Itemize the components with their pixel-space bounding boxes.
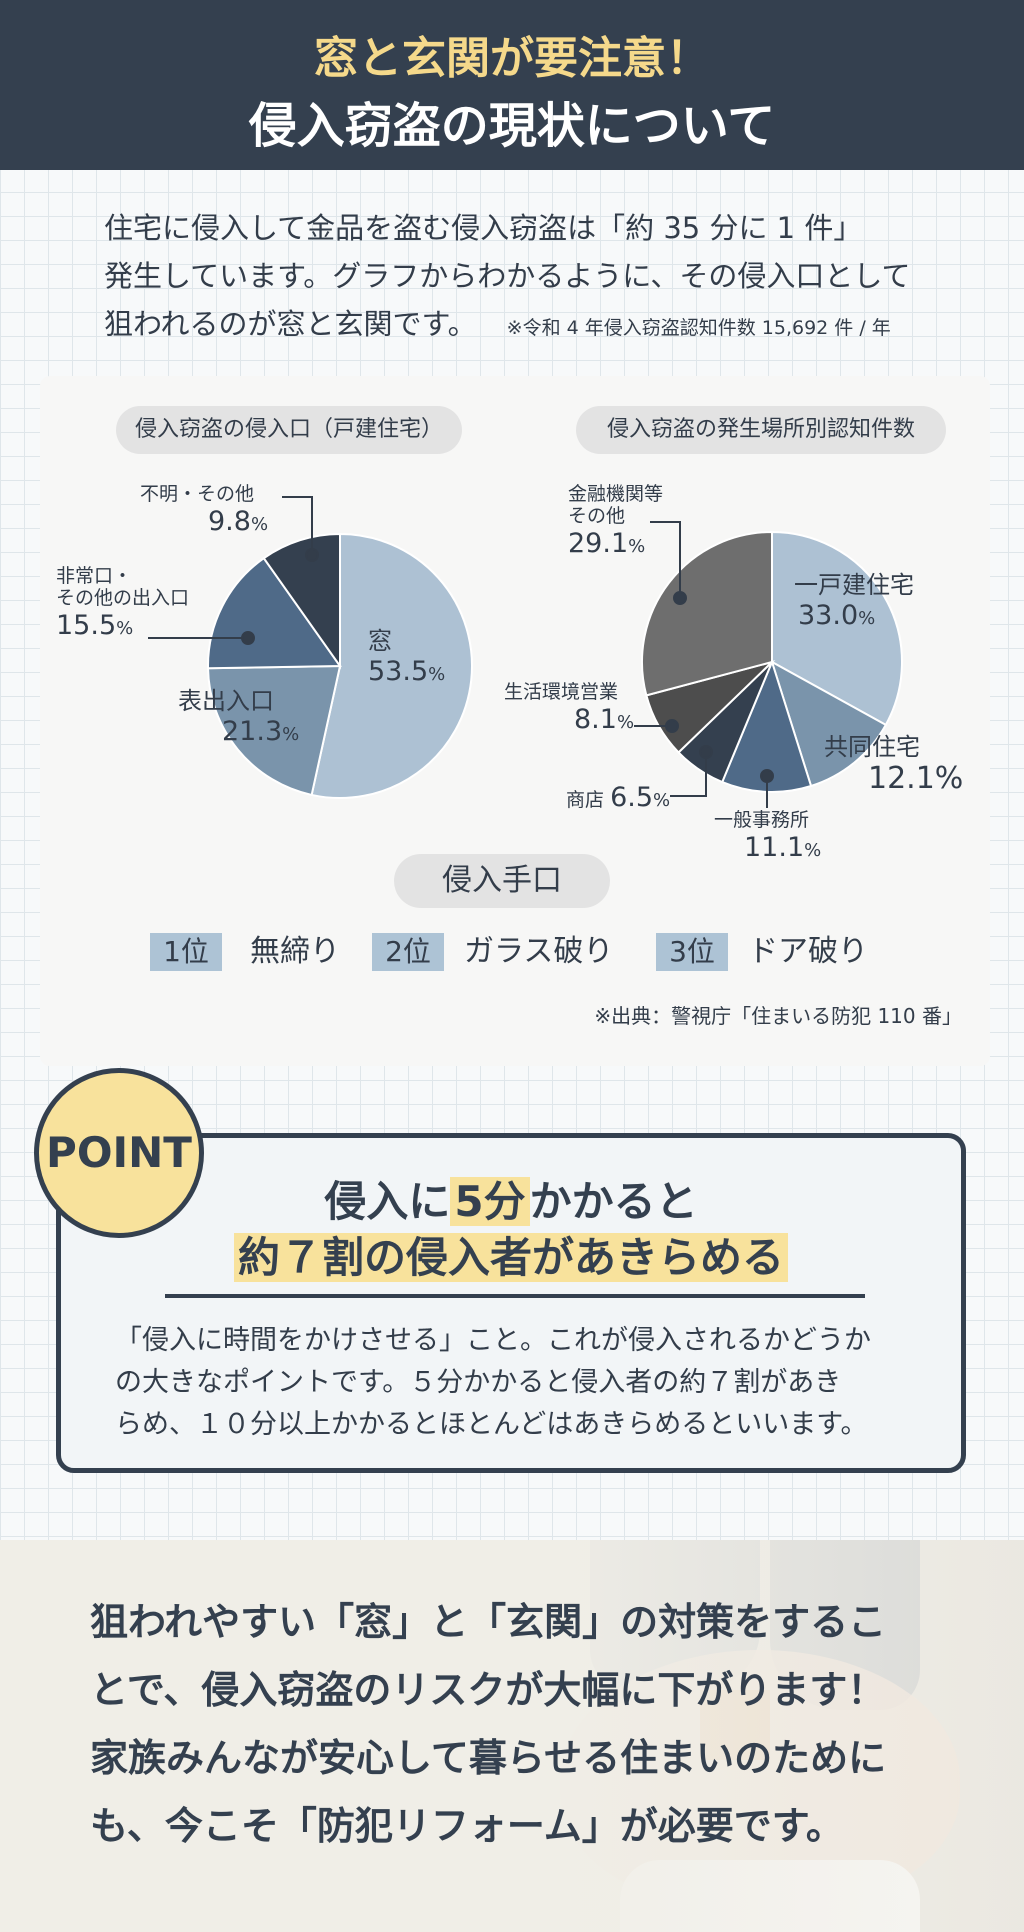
label-unknown-other: 不明・その他 9.8% [140, 483, 269, 537]
entry-pie-slice-2 [207, 556, 342, 670]
label-unknown-name: 不明・その他 [140, 483, 255, 505]
point-body: 「侵入に時間をかけさせる」こと。これが侵入されるかどうか の大きなポイントです。… [115, 1320, 925, 1446]
intro-line3: 狙われるのが窓と玄関です。 ※令和 4 年侵入窃盗認知件数 15,692 件 / … [104, 300, 964, 352]
intro-note: ※令和 4 年侵入窃盗認知件数 15,692 件 / 年 [506, 317, 891, 339]
label-emergency-line2: その他の出入口 [56, 586, 190, 609]
point-body-line2: の大きなポイントです。５分かかると侵入者の約７割があき [115, 1367, 842, 1398]
header-title-line1: 窓と玄関が要注意！ [314, 33, 710, 84]
chart-panel: 侵入窃盗の侵入口（戸建住宅） 侵入窃盗の発生場所別認知件数 窓 53.5% 表出… [40, 376, 990, 1066]
leader-dot-unknown [305, 548, 319, 562]
label-shop-name: 商店 [566, 789, 605, 811]
closing-line2: とで、侵入窃盗のリスクが大幅に下がります！ [90, 1668, 886, 1712]
closing-message: 狙われやすい「窓」と「玄関」の対策をするこ とで、侵入窃盗のリスクが大幅に下がり… [90, 1588, 990, 1860]
point-highlight-5min: 5分 [450, 1177, 530, 1226]
label-house-name: 一戸建住宅 [794, 571, 914, 599]
label-detached-house: 一戸建住宅 33.0% [794, 571, 914, 631]
leader-shop [670, 752, 707, 797]
entry-pie-slice-1 [207, 664, 342, 797]
label-finance-other: 金融機関等 その他 29.1% [568, 483, 664, 559]
methods-ranking: 1位 無締り 2位 ガラス破り 3位 ドア破り [40, 929, 990, 979]
point-highlight-70pct: 約７割の侵入者があきらめる [233, 1233, 788, 1282]
closing-section: 狙われやすい「窓」と「玄関」の対策をするこ とで、侵入窃盗のリスクが大幅に下がり… [0, 1540, 1024, 1932]
photo-overlay [0, 1540, 1024, 1932]
closing-line3: 家族みんなが安心して暮らせる住まいのために [90, 1736, 887, 1780]
leader-finance [650, 521, 681, 598]
leader-unknown [282, 496, 313, 555]
label-emergency-pct: 15.5% [56, 609, 134, 641]
point-headline-2: 約７割の侵入者があきらめる [61, 1224, 961, 1285]
point-badge: POINT [34, 1068, 204, 1238]
point-body-line1: 「侵入に時間をかけさせる」こと。これが侵入されるかどうか [115, 1325, 871, 1356]
label-finance-line2: その他 [568, 504, 626, 527]
right-chart-title: 侵入窃盗の発生場所別認知件数 [576, 406, 946, 454]
pie-charts-svg [148, 496, 903, 808]
intro-line1: 住宅に侵入して金品を盗む侵入窃盗は「約 35 分に 1 件」 [104, 211, 863, 245]
label-front-door-pct: 21.3% [222, 715, 300, 747]
closing-line4: も、今こそ「防犯リフォーム」が必要です。 [90, 1804, 844, 1848]
entry-pie-slice-3 [262, 532, 341, 670]
label-window-name: 窓 [368, 627, 392, 655]
label-unknown-pct: 9.8% [208, 505, 269, 537]
leader-lines [148, 496, 774, 808]
label-emergency-exit: 非常口・ その他の出入口 15.5% [56, 565, 190, 641]
rank-text-2: ガラス破り [464, 934, 614, 969]
leader-dot-emergency [241, 631, 255, 645]
label-front-door: 表出入口 21.3% [178, 687, 300, 747]
closing-line1: 狙われやすい「窓」と「玄関」の対策をするこ [90, 1600, 887, 1644]
methods-title: 侵入手口 [394, 854, 610, 908]
label-front-door-name: 表出入口 [178, 687, 274, 715]
label-finance-line1: 金融機関等 [568, 483, 664, 505]
label-office-name: 一般事務所 [714, 809, 810, 831]
point-box: 侵入に5分かかると 約７割の侵入者があきらめる 「侵入に時間をかけさせる」こと。… [56, 1133, 966, 1473]
label-emergency-line1: 非常口・ [56, 565, 133, 587]
header-title-line2: 侵入窃盗の現状について [248, 98, 776, 154]
left-chart-title: 侵入窃盗の侵入口（戸建住宅） [116, 406, 462, 454]
location-pie-slice-1 [770, 659, 888, 788]
location-pie-slice-5 [641, 530, 773, 697]
intro-line2: 発生しています。グラフからわかるように、その侵入口として [104, 259, 911, 293]
label-finance-pct: 29.1% [568, 527, 646, 559]
rank-text-3: ドア破り [748, 934, 868, 969]
point-divider [165, 1294, 865, 1298]
entry-pie-slice-0 [310, 532, 473, 799]
label-house-pct: 33.0% [798, 599, 876, 631]
intro-paragraph: 住宅に侵入して金品を盗む侵入窃盗は「約 35 分に 1 件」 発生しています。グ… [104, 204, 964, 352]
label-office-pct: 11.1% [744, 831, 822, 863]
leader-dot-service [665, 719, 679, 733]
rank-badge-3: 3位 [656, 933, 728, 971]
pie-chart-entry-points [207, 532, 473, 799]
label-office: 一般事務所 11.1% [714, 809, 822, 863]
intro-line3-text: 狙われるのが窓と玄関です。 [104, 307, 477, 341]
label-apartment-pct: 12.1% [868, 760, 964, 796]
location-pie-slice-0 [771, 530, 903, 727]
label-service-name: 生活環境営業 [504, 681, 619, 703]
pie-chart-locations [641, 530, 903, 793]
label-living-service: 生活環境営業 8.1% [504, 681, 635, 735]
point-body-line3: らめ、１０分以上かかるとほとんどはあきらめるといいます。 [115, 1409, 868, 1440]
leader-dot-shop [699, 745, 713, 759]
leader-dot-office [760, 769, 774, 783]
label-shop: 商店 6.5% [566, 782, 670, 813]
label-apartment-name: 共同住宅 [824, 733, 920, 761]
label-window: 窓 53.5% [368, 627, 446, 687]
rank-text-1: 無締り [250, 934, 340, 969]
leader-dot-finance [673, 591, 687, 605]
source-note: ※出典：警視庁「住まいる防犯 110 番」 [594, 1004, 962, 1028]
rank-badge-2: 2位 [372, 933, 444, 971]
label-shop-pct: 6.5% [610, 782, 671, 813]
rank-badge-1: 1位 [150, 933, 222, 971]
label-apartment: 共同住宅 12.1% [824, 733, 964, 796]
header-banner: 窓と玄関が要注意！ 侵入窃盗の現状について [0, 0, 1024, 170]
label-service-pct: 8.1% [574, 703, 635, 735]
point-headline-1: 侵入に5分かかると [324, 1177, 698, 1226]
label-window-pct: 53.5% [368, 655, 446, 687]
